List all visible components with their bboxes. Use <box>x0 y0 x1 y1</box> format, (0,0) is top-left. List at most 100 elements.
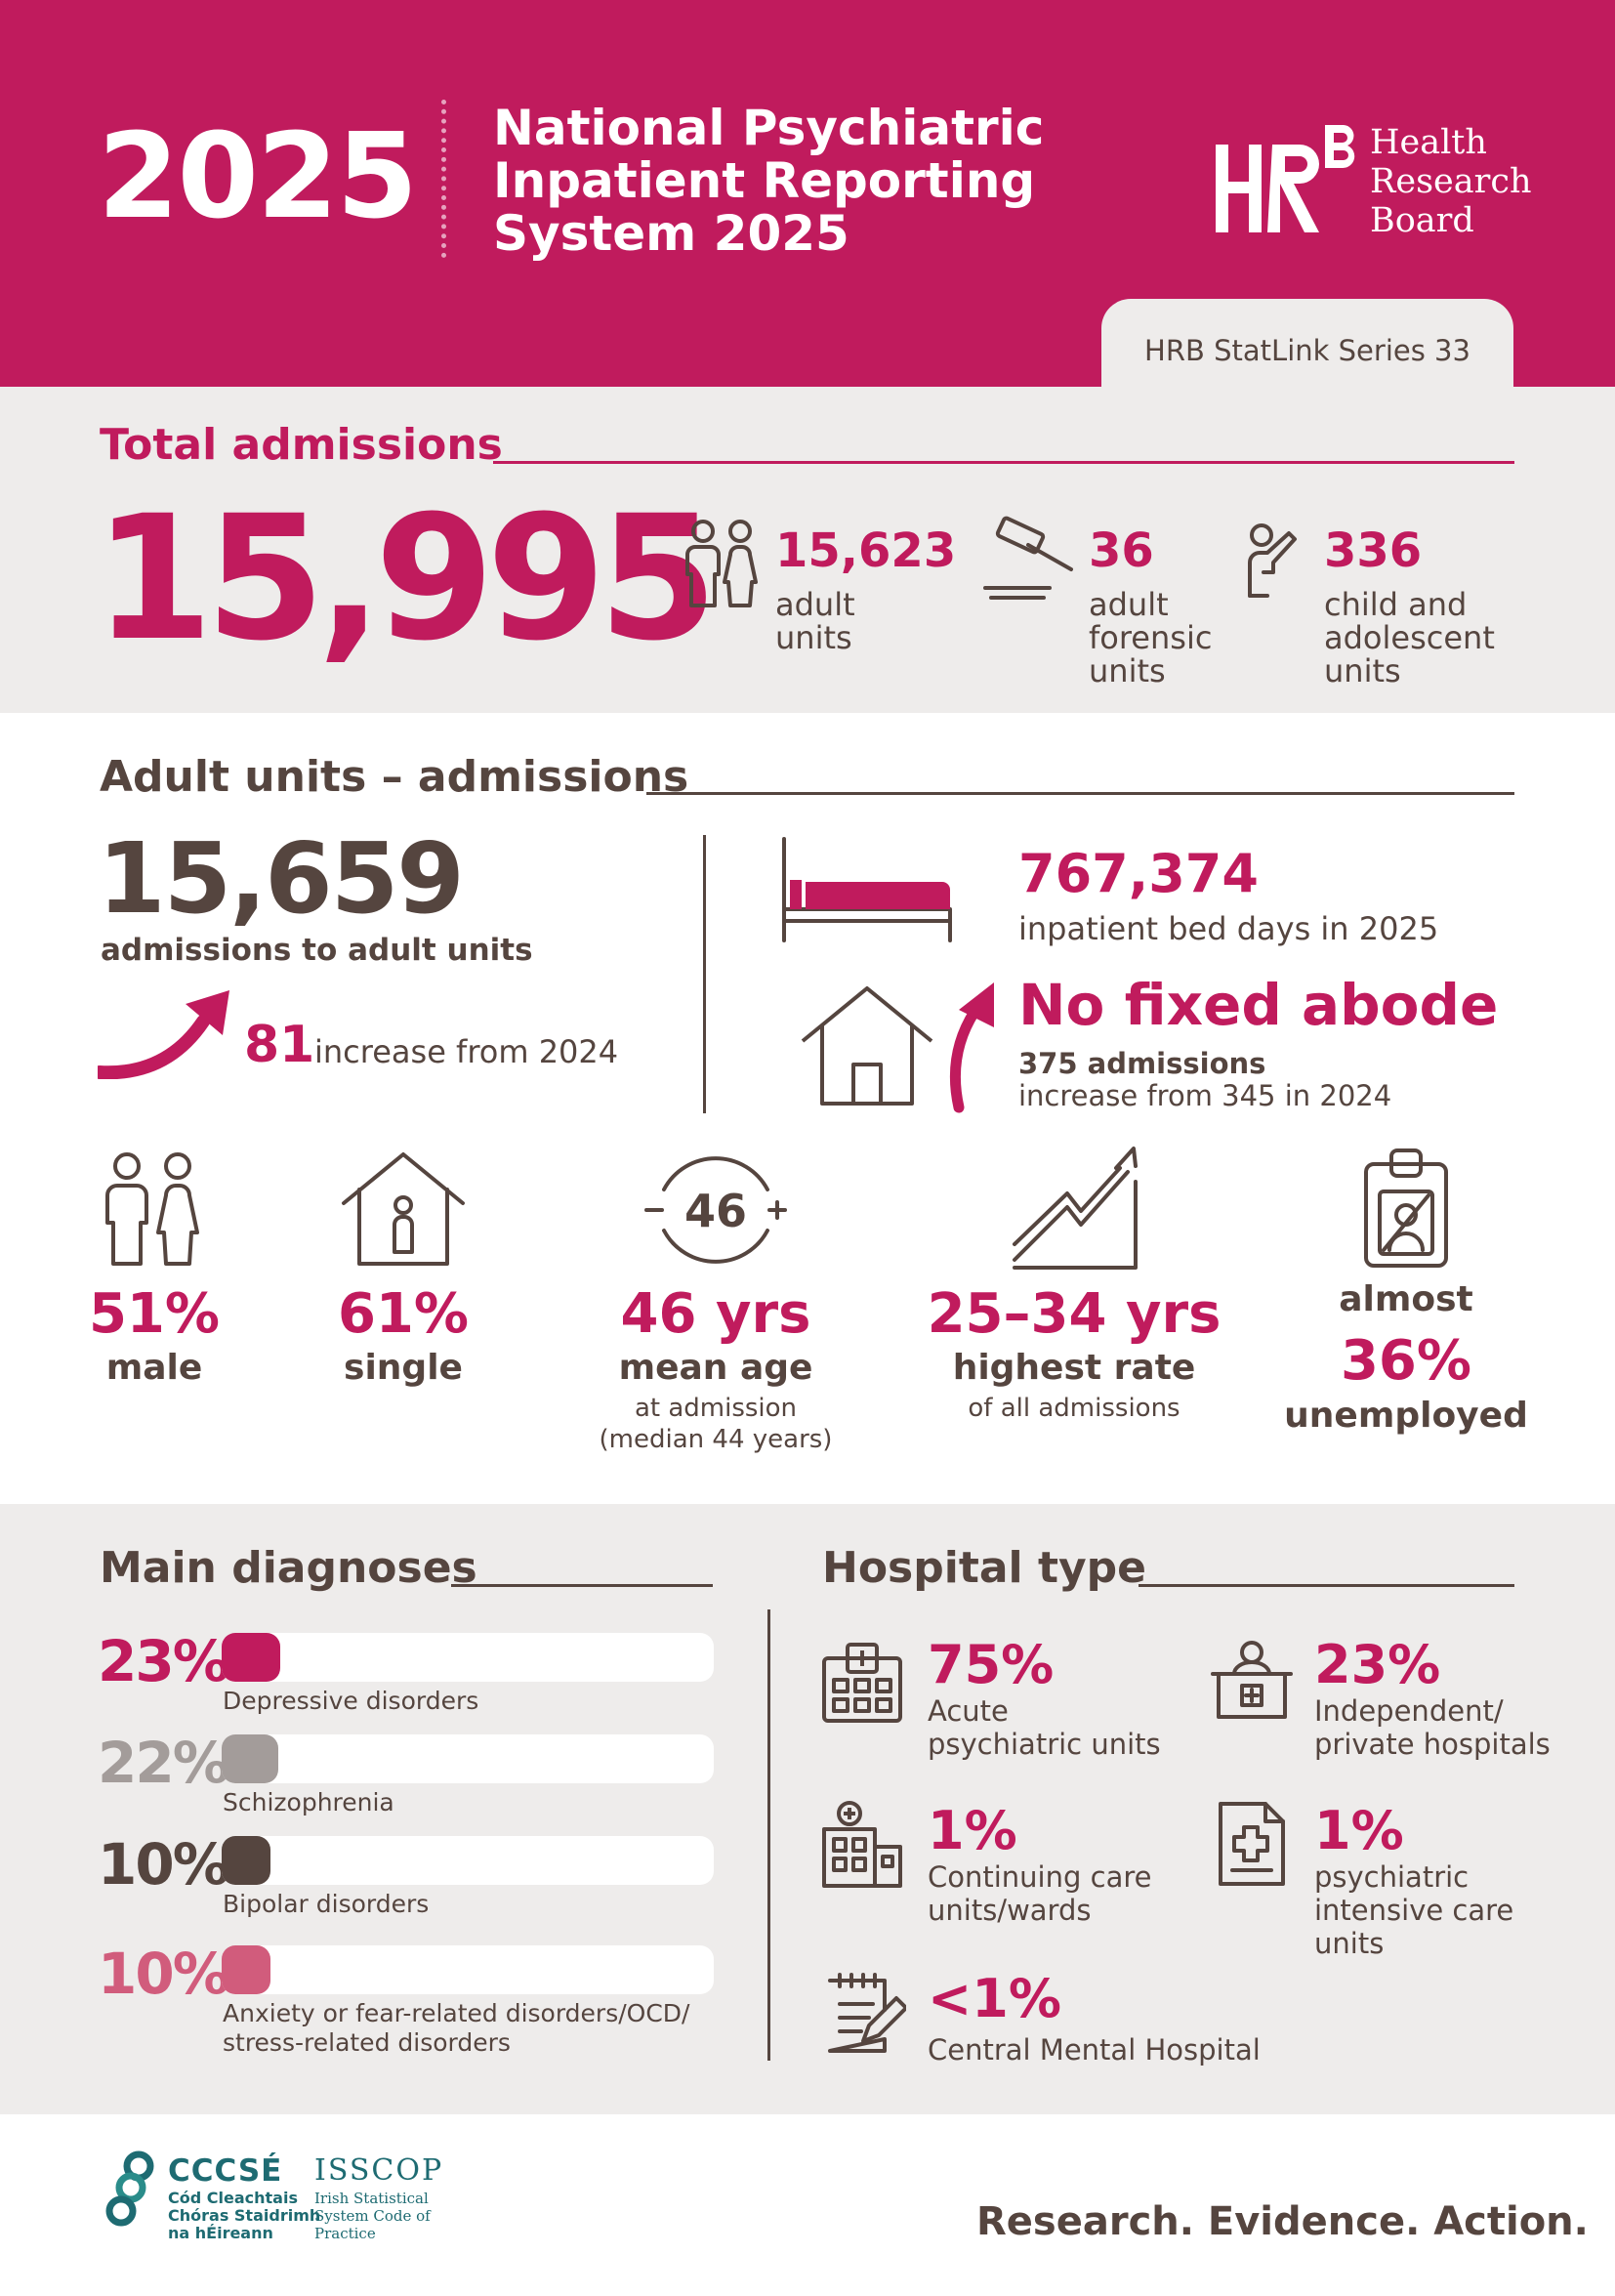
logo-line: Chóras Staidrimh <box>168 2206 321 2225</box>
label-line: Independent/ <box>1314 1694 1504 1728</box>
hospital-type-pct: <1% <box>928 1968 1061 2029</box>
logo-line: Cód Cleachtais <box>168 2189 298 2207</box>
title-line: Inpatient Reporting <box>493 152 1036 209</box>
house-icon <box>801 986 933 1106</box>
adult-units-value: 15,623 <box>775 523 957 578</box>
bed-days-value: 767,374 <box>1018 843 1259 904</box>
report-title: National Psychiatric Inpatient Reporting… <box>493 102 1098 260</box>
notepad-pen-icon <box>828 1973 906 2053</box>
diagnoses-hospital-section <box>0 1504 1615 2114</box>
title-line: National Psychiatric <box>493 100 1045 156</box>
trend-up-icon <box>1013 1147 1138 1270</box>
hospital-type-pct: 75% <box>928 1634 1055 1695</box>
child-units-label: child and adolescent units <box>1324 588 1495 688</box>
total-admissions-title: Total admissions <box>100 420 503 470</box>
hospital-type-pct: 1% <box>1314 1800 1404 1861</box>
label-line: adult <box>1089 586 1169 623</box>
label-line: units/wards <box>928 1894 1092 1927</box>
note-line: of all admissions <box>968 1394 1180 1423</box>
house-person-icon <box>342 1152 465 1266</box>
increase-label: increase from 2024 <box>314 1033 619 1070</box>
diagnosis-bar-fill <box>222 1633 280 1682</box>
label-line: units <box>1324 652 1401 689</box>
unemployed-label: unemployed <box>1284 1396 1528 1436</box>
logo-line: Board <box>1370 201 1474 240</box>
logo-line: na hÉireann <box>168 2224 273 2242</box>
mean-age-note: at admission (median 44 years) <box>569 1393 862 1455</box>
total-admissions-value: 15,995 <box>94 479 718 679</box>
adult-units-label: adult units <box>775 588 855 654</box>
hospital-building-icon <box>822 1643 902 1723</box>
diagnosis-bar-fill <box>222 1945 270 1994</box>
adult-admissions-value: 15,659 <box>98 821 465 936</box>
unemployed-prefix: almost <box>1339 1279 1473 1319</box>
diagnosis-pct: 23% <box>98 1628 229 1694</box>
hospital-type-label: Continuing care units/wards <box>928 1860 1151 1927</box>
diagnosis-pct: 22% <box>98 1730 229 1796</box>
label-line: Schizophrenia <box>223 1788 394 1816</box>
label-line: Bipolar disorders <box>223 1890 430 1918</box>
label-line: adult <box>775 586 855 623</box>
diagnoses-title: Main diagnoses <box>100 1543 477 1593</box>
isscop-logo-subtitle: Irish Statistical System Code of Practic… <box>314 2190 431 2242</box>
logo-line: Health <box>1370 123 1487 162</box>
unemployed-pct: 36% <box>1340 1329 1472 1393</box>
label-line: stress-related disorders <box>223 2028 511 2057</box>
diagnosis-pct: 10% <box>98 1941 229 2007</box>
no-fixed-abode-arrow-icon <box>949 982 994 1113</box>
gavel-icon <box>983 516 1073 600</box>
logo-line: System Code of <box>314 2207 431 2225</box>
total-admissions-section <box>0 387 1615 713</box>
no-fixed-abode-title: No fixed abode <box>1018 972 1499 1038</box>
title-line: System 2025 <box>493 205 849 262</box>
hospital-type-label: psychiatric intensive care units <box>1314 1860 1513 1960</box>
vertical-divider <box>703 835 706 1113</box>
forensic-units-label: adult forensic units <box>1089 588 1212 688</box>
logo-line: Practice <box>314 2225 376 2242</box>
title-rule <box>646 792 1514 795</box>
diagnosis-bar-track <box>222 1836 714 1885</box>
diagnosis-bar-track <box>222 1945 714 1994</box>
hospital-type-label: Independent/ private hospitals <box>1314 1694 1551 1761</box>
diagnosis-pct: 10% <box>98 1831 229 1898</box>
label-line: adolescent <box>1324 619 1495 656</box>
child-units-value: 336 <box>1324 523 1423 578</box>
label-line: private hospitals <box>1314 1728 1551 1761</box>
label-line: intensive care <box>1314 1894 1514 1927</box>
label-line: psychiatric units <box>928 1728 1161 1761</box>
vertical-divider <box>767 1609 770 2061</box>
label-line: Acute <box>928 1694 1009 1728</box>
label-line: units <box>1314 1927 1385 1960</box>
title-rule <box>493 461 1514 464</box>
diagnosis-label: Schizophrenia <box>223 1788 394 1817</box>
increase-value: 81 <box>244 1016 315 1074</box>
series-label: HRB StatLink Series 33 <box>1144 334 1470 367</box>
hospital-type-pct: 23% <box>1314 1634 1441 1695</box>
male-label: male <box>105 1348 203 1388</box>
hospital-type-label: Acute psychiatric units <box>928 1694 1161 1761</box>
label-line: Continuing care <box>928 1860 1152 1894</box>
diagnosis-bar-fill <box>222 1836 270 1885</box>
people-icon <box>685 520 758 607</box>
cccse-logo-title: CCCSÉ <box>168 2153 283 2189</box>
isscop-logo-title: ISSCOP <box>314 2153 444 2188</box>
label-line: child and <box>1324 586 1468 623</box>
mean-age-value: 46 yrs <box>620 1282 811 1346</box>
hospital-type-label: Central Mental Hospital <box>928 2033 1261 2066</box>
mean-age-label: mean age <box>618 1348 813 1388</box>
hospital-type-title: Hospital type <box>822 1543 1146 1593</box>
bed-days-label: inpatient bed days in 2025 <box>1018 910 1439 947</box>
series-tab <box>1101 299 1513 393</box>
no-fixed-abode-increase: increase from 345 in 2024 <box>1018 1079 1392 1112</box>
hrb-logo-icon <box>1216 125 1355 232</box>
report-year: 2025 <box>98 109 418 245</box>
adult-admissions-label: admissions to adult units <box>101 933 533 968</box>
diagnosis-label: Bipolar disorders <box>223 1890 429 1919</box>
highest-rate-note: of all admissions <box>898 1393 1250 1424</box>
highest-rate-age: 25–34 yrs <box>927 1282 1222 1346</box>
note-line: at admission <box>634 1394 798 1423</box>
label-line: forensic <box>1089 619 1213 656</box>
label-line: psychiatric <box>1314 1860 1470 1894</box>
diagnosis-bar-track <box>222 1734 714 1783</box>
no-fixed-abode-admissions: 375 admissions <box>1018 1047 1266 1080</box>
